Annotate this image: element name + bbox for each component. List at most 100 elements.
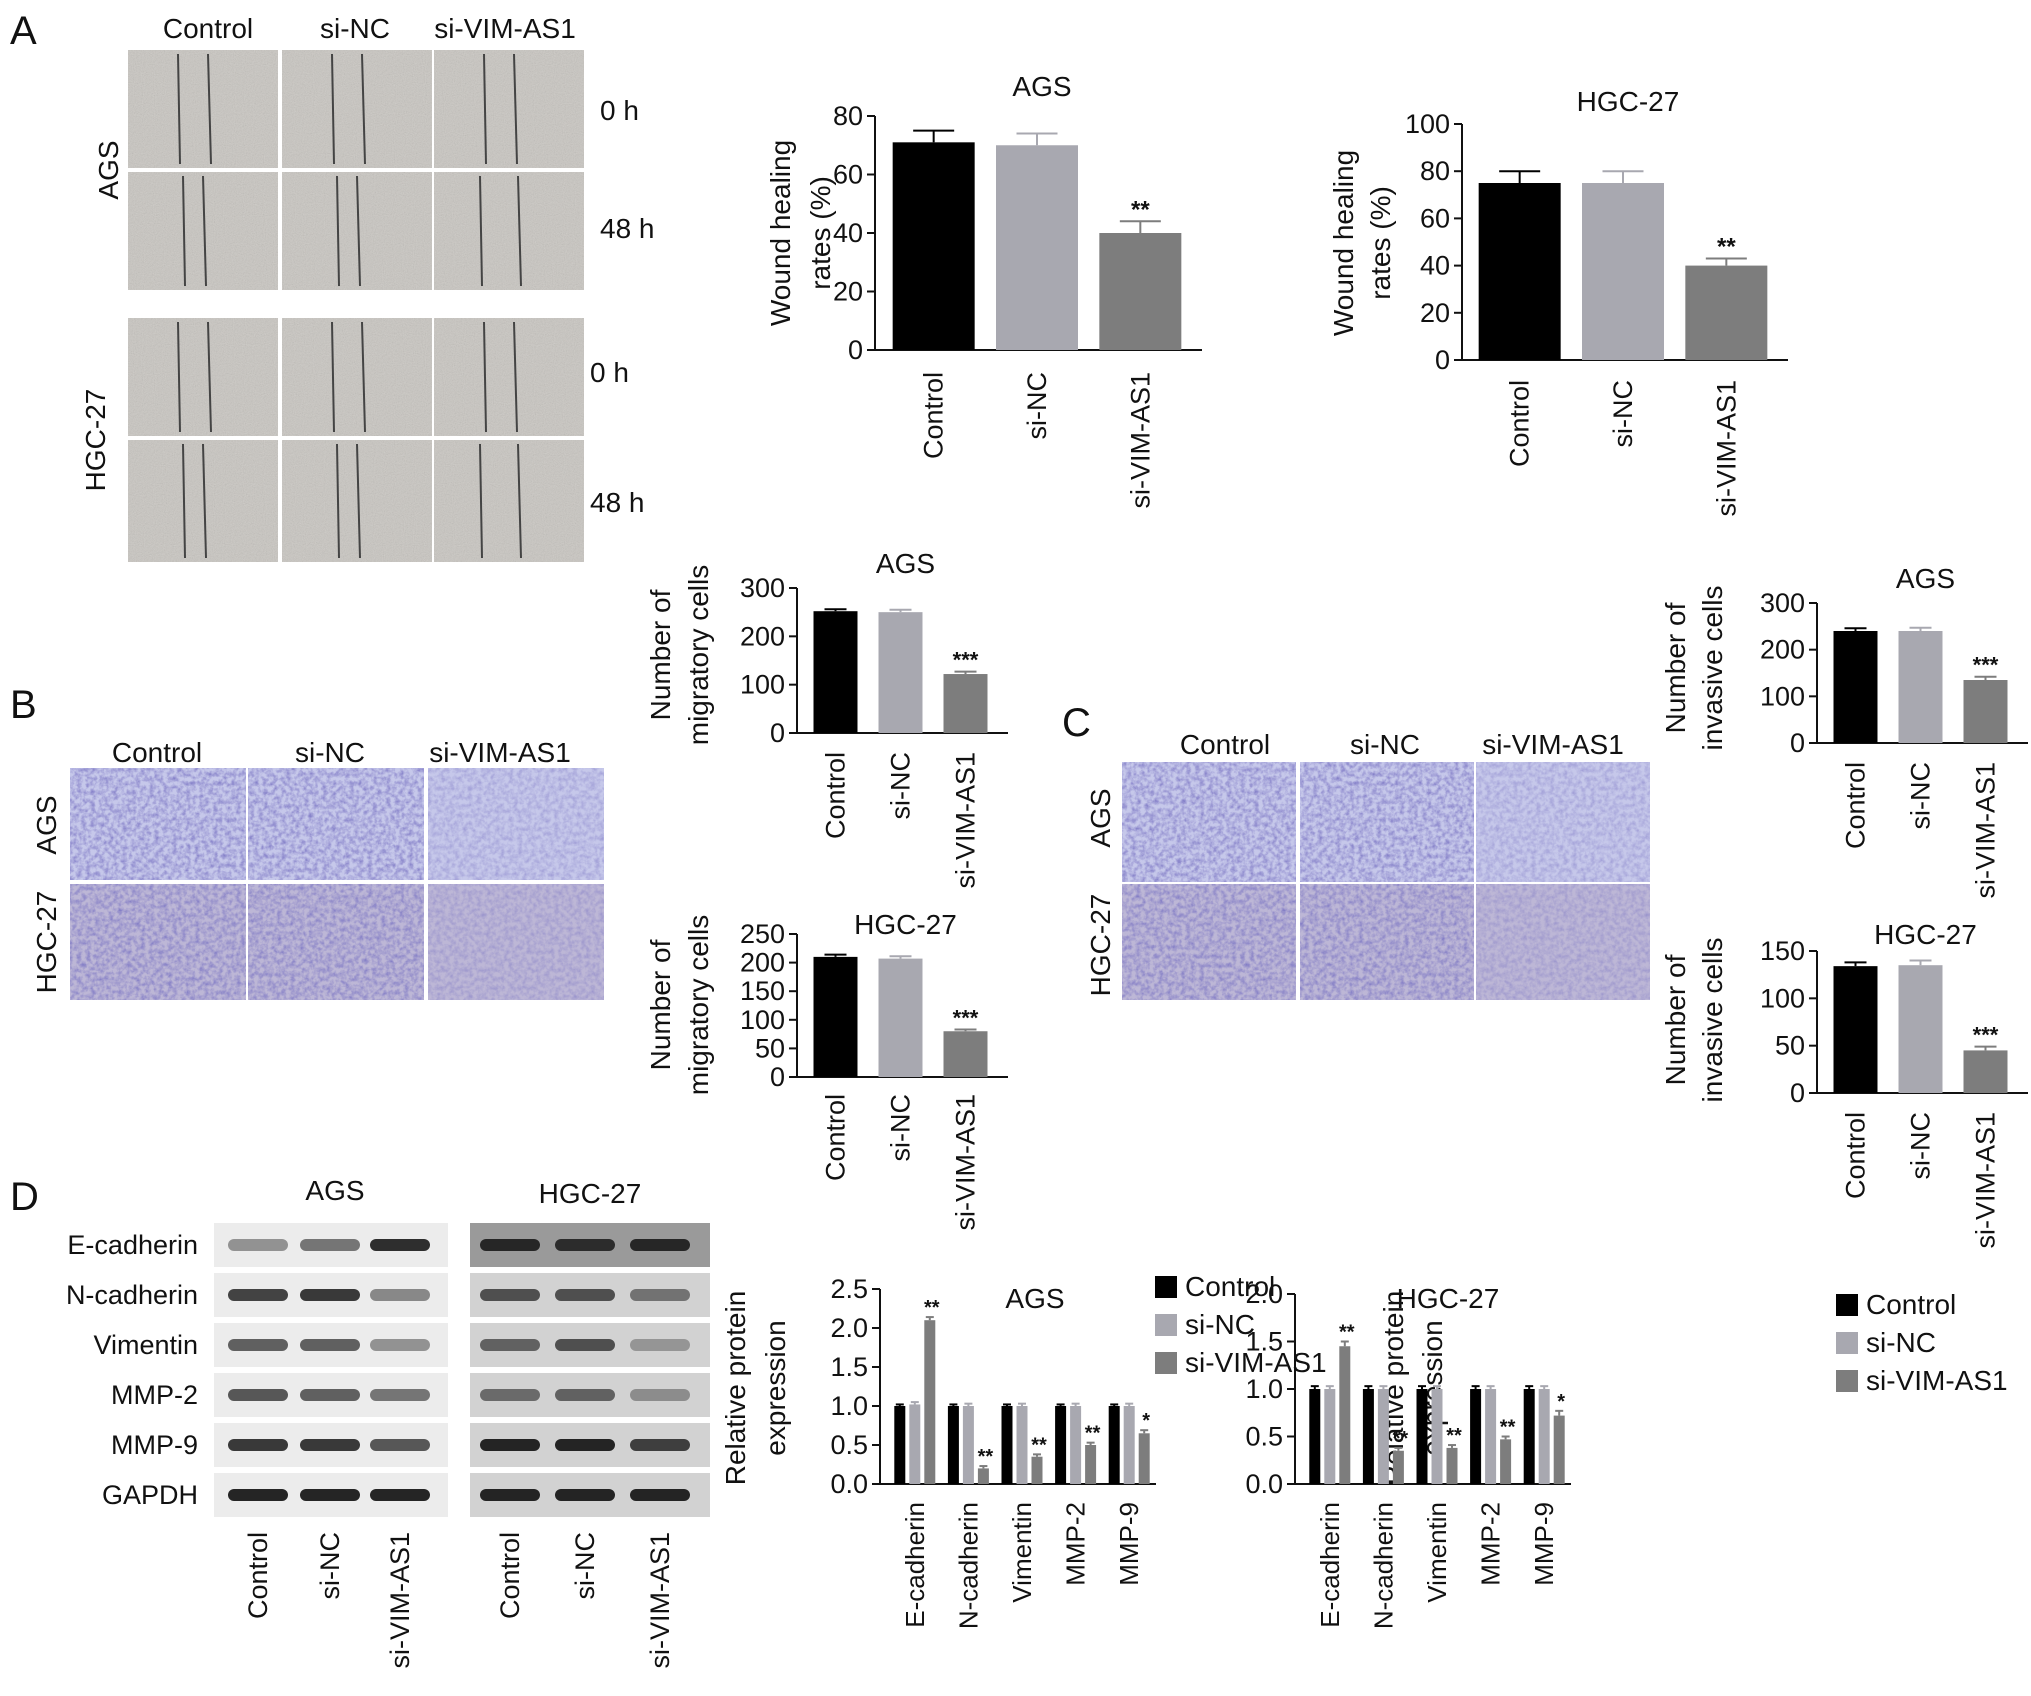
bar — [1362, 1389, 1374, 1484]
wound-time-label: 0 h — [590, 357, 629, 388]
chart-title: HGC-27 — [1577, 86, 1680, 117]
significance-marker: ** — [1393, 1428, 1409, 1450]
tile-texture — [434, 440, 584, 562]
y-tick-label: 300 — [1760, 588, 1805, 618]
bar — [1324, 1389, 1336, 1484]
y-tick-label: 1.5 — [830, 1352, 868, 1382]
protein-label: E-cadherin — [67, 1230, 198, 1260]
category-label: si-NC — [1906, 762, 1936, 830]
tile-texture — [282, 50, 432, 168]
significance-marker: ** — [978, 1446, 994, 1468]
wound-edge-line — [513, 321, 518, 433]
y-tick-label: 60 — [833, 160, 863, 190]
bar — [1001, 1406, 1013, 1484]
blot-band — [630, 1489, 690, 1501]
bar — [962, 1406, 974, 1484]
y-tick-label: 80 — [833, 101, 863, 131]
bar — [947, 1406, 959, 1484]
wound-image-tile — [434, 440, 584, 562]
invasion-image-tile — [1122, 884, 1296, 1000]
y-tick-label: 100 — [740, 1005, 785, 1035]
blot-band — [480, 1389, 540, 1401]
category-label: MMP-9 — [1529, 1502, 1559, 1586]
tile-cells — [248, 768, 424, 880]
invasion-image-tile — [1300, 884, 1474, 1000]
migration-image-tile — [248, 768, 424, 880]
y-tick-label: 300 — [740, 573, 785, 603]
y-tick-label: 50 — [755, 1033, 785, 1063]
mig-col-si-vim: si-VIM-AS1 — [429, 737, 571, 768]
legend-label: si-VIM-AS1 — [1185, 1347, 1327, 1378]
category-label: Control — [821, 752, 851, 839]
y-tick-label: 60 — [1420, 203, 1450, 233]
significance-marker: ** — [1339, 1322, 1355, 1344]
bar — [878, 958, 923, 1077]
y-axis-label: Number of — [645, 589, 676, 720]
wound-edge-line — [177, 321, 181, 433]
blot-band — [480, 1289, 540, 1301]
blot-band — [228, 1239, 288, 1251]
y-tick-label: 0.0 — [1245, 1469, 1283, 1499]
bar — [1431, 1389, 1443, 1484]
blot-band — [555, 1239, 615, 1251]
lane-label: Control — [243, 1532, 273, 1619]
blot-band — [228, 1289, 288, 1301]
blot-band — [300, 1339, 360, 1351]
legend-swatch — [1836, 1370, 1858, 1392]
tile-cells — [248, 884, 424, 1000]
legend-label: si-VIM-AS1 — [1866, 1365, 2008, 1396]
bar — [1055, 1406, 1067, 1484]
y-tick-label: 0 — [1790, 728, 1805, 758]
chart-a-hgc: 0 20 40 60 80 100 HGC-27 Wound healing rates (%)… — [1328, 86, 1788, 517]
tile-texture — [434, 318, 584, 436]
migration-image-tile — [70, 768, 246, 880]
blot-band — [300, 1389, 360, 1401]
y-tick-label: 1.0 — [1245, 1374, 1283, 1404]
category-label: Vimentin — [1422, 1502, 1452, 1603]
bar — [1523, 1389, 1535, 1484]
blot-band — [555, 1389, 615, 1401]
chart-title: AGS — [1896, 563, 1955, 594]
bar — [977, 1468, 989, 1484]
y-tick-label: 100 — [1405, 109, 1450, 139]
bar — [1470, 1389, 1482, 1484]
tile-cells — [1476, 762, 1650, 882]
bar — [1016, 1406, 1028, 1484]
tile-cells — [1300, 884, 1474, 1000]
legend-label: Control — [1866, 1289, 1956, 1320]
lane-label: si-NC — [570, 1532, 600, 1600]
wound-image-tile — [282, 50, 432, 168]
y-tick-label: 2.5 — [830, 1274, 868, 1304]
bar — [1446, 1447, 1458, 1484]
wound-edge-line — [207, 321, 212, 433]
invasion-image-tile — [1300, 762, 1474, 882]
significance-marker: ** — [1131, 196, 1150, 223]
category-label: Control — [919, 372, 949, 459]
bar — [813, 956, 858, 1077]
wound-image-tile — [434, 172, 584, 290]
panel-letter-c: C — [1062, 701, 1091, 745]
blot-band — [480, 1239, 540, 1251]
wound-image-tile — [434, 318, 584, 436]
category-label: si-VIM-AS1 — [951, 752, 981, 889]
bar — [1031, 1456, 1043, 1484]
y-tick-label: 0 — [848, 335, 863, 365]
chart-title: HGC-27 — [1397, 1283, 1500, 1314]
bar — [1099, 233, 1182, 350]
category-label: si-VIM-AS1 — [1125, 372, 1155, 509]
y-tick-label: 150 — [740, 976, 785, 1006]
tile-cells — [428, 884, 604, 1000]
y-tick-label: 20 — [833, 277, 863, 307]
tile-cells — [1122, 762, 1296, 882]
wound-edge-line — [517, 443, 522, 559]
bar — [1339, 1346, 1351, 1484]
wound-edge-line — [182, 175, 186, 287]
blot-band — [370, 1439, 430, 1451]
chart-b-ags: 0 100 200 300 AGS Number of migratory cells Con… — [645, 548, 1008, 889]
bar — [943, 674, 988, 733]
wound-edge-line — [336, 175, 340, 287]
invasion-image-tile — [1476, 884, 1650, 1000]
chart-legend: Control si-NC si-VIM-AS1 — [1155, 1271, 1327, 1378]
